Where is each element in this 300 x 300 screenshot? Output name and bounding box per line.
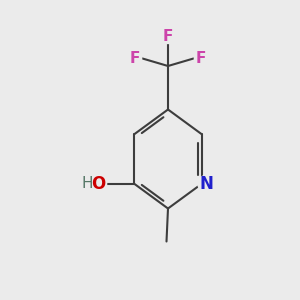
Text: F: F <box>130 51 140 66</box>
Text: N: N <box>199 175 213 193</box>
Text: F: F <box>163 29 173 44</box>
Circle shape <box>161 30 175 44</box>
Text: H: H <box>81 176 93 191</box>
Circle shape <box>198 175 215 192</box>
Circle shape <box>194 52 208 65</box>
Circle shape <box>90 175 106 192</box>
Text: F: F <box>196 51 206 66</box>
Circle shape <box>128 52 142 65</box>
Text: O: O <box>91 175 105 193</box>
